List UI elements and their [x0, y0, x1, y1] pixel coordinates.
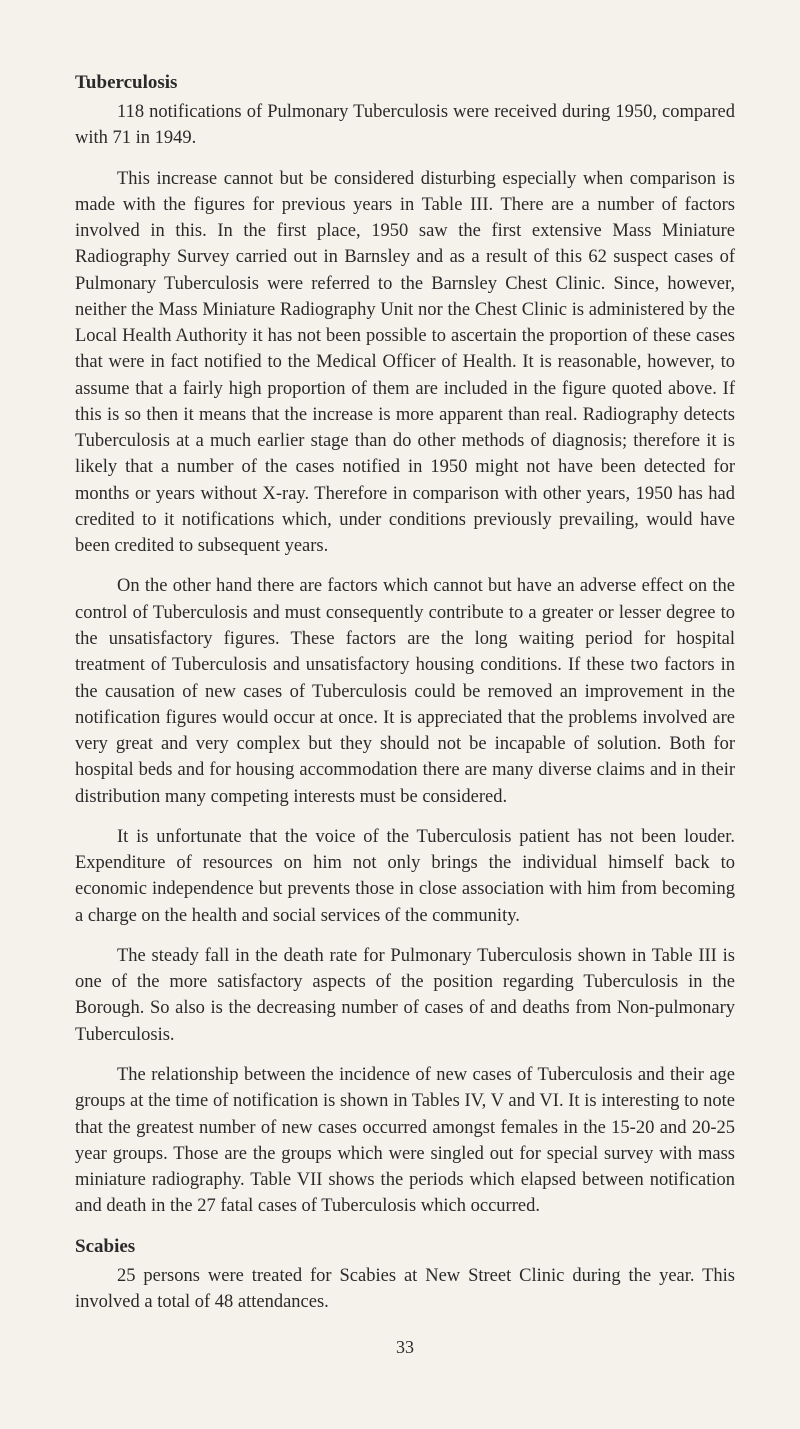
page-number: 33 — [75, 1335, 735, 1361]
scabies-para-1: 25 persons were treated for Scabies at N… — [75, 1263, 735, 1316]
tuberculosis-para-1: 118 notifications of Pulmonary Tuberculo… — [75, 99, 735, 152]
tuberculosis-para-2: This increase cannot but be considered d… — [75, 166, 735, 560]
tuberculosis-para-6: The relationship between the incidence o… — [75, 1062, 735, 1220]
tuberculosis-para-5: The steady fall in the death rate for Pu… — [75, 943, 735, 1048]
tuberculosis-para-4: It is unfortunate that the voice of the … — [75, 824, 735, 929]
tuberculosis-para-3: On the other hand there are factors whic… — [75, 573, 735, 809]
tuberculosis-heading: Tuberculosis — [75, 70, 735, 97]
scabies-heading: Scabies — [75, 1234, 735, 1261]
